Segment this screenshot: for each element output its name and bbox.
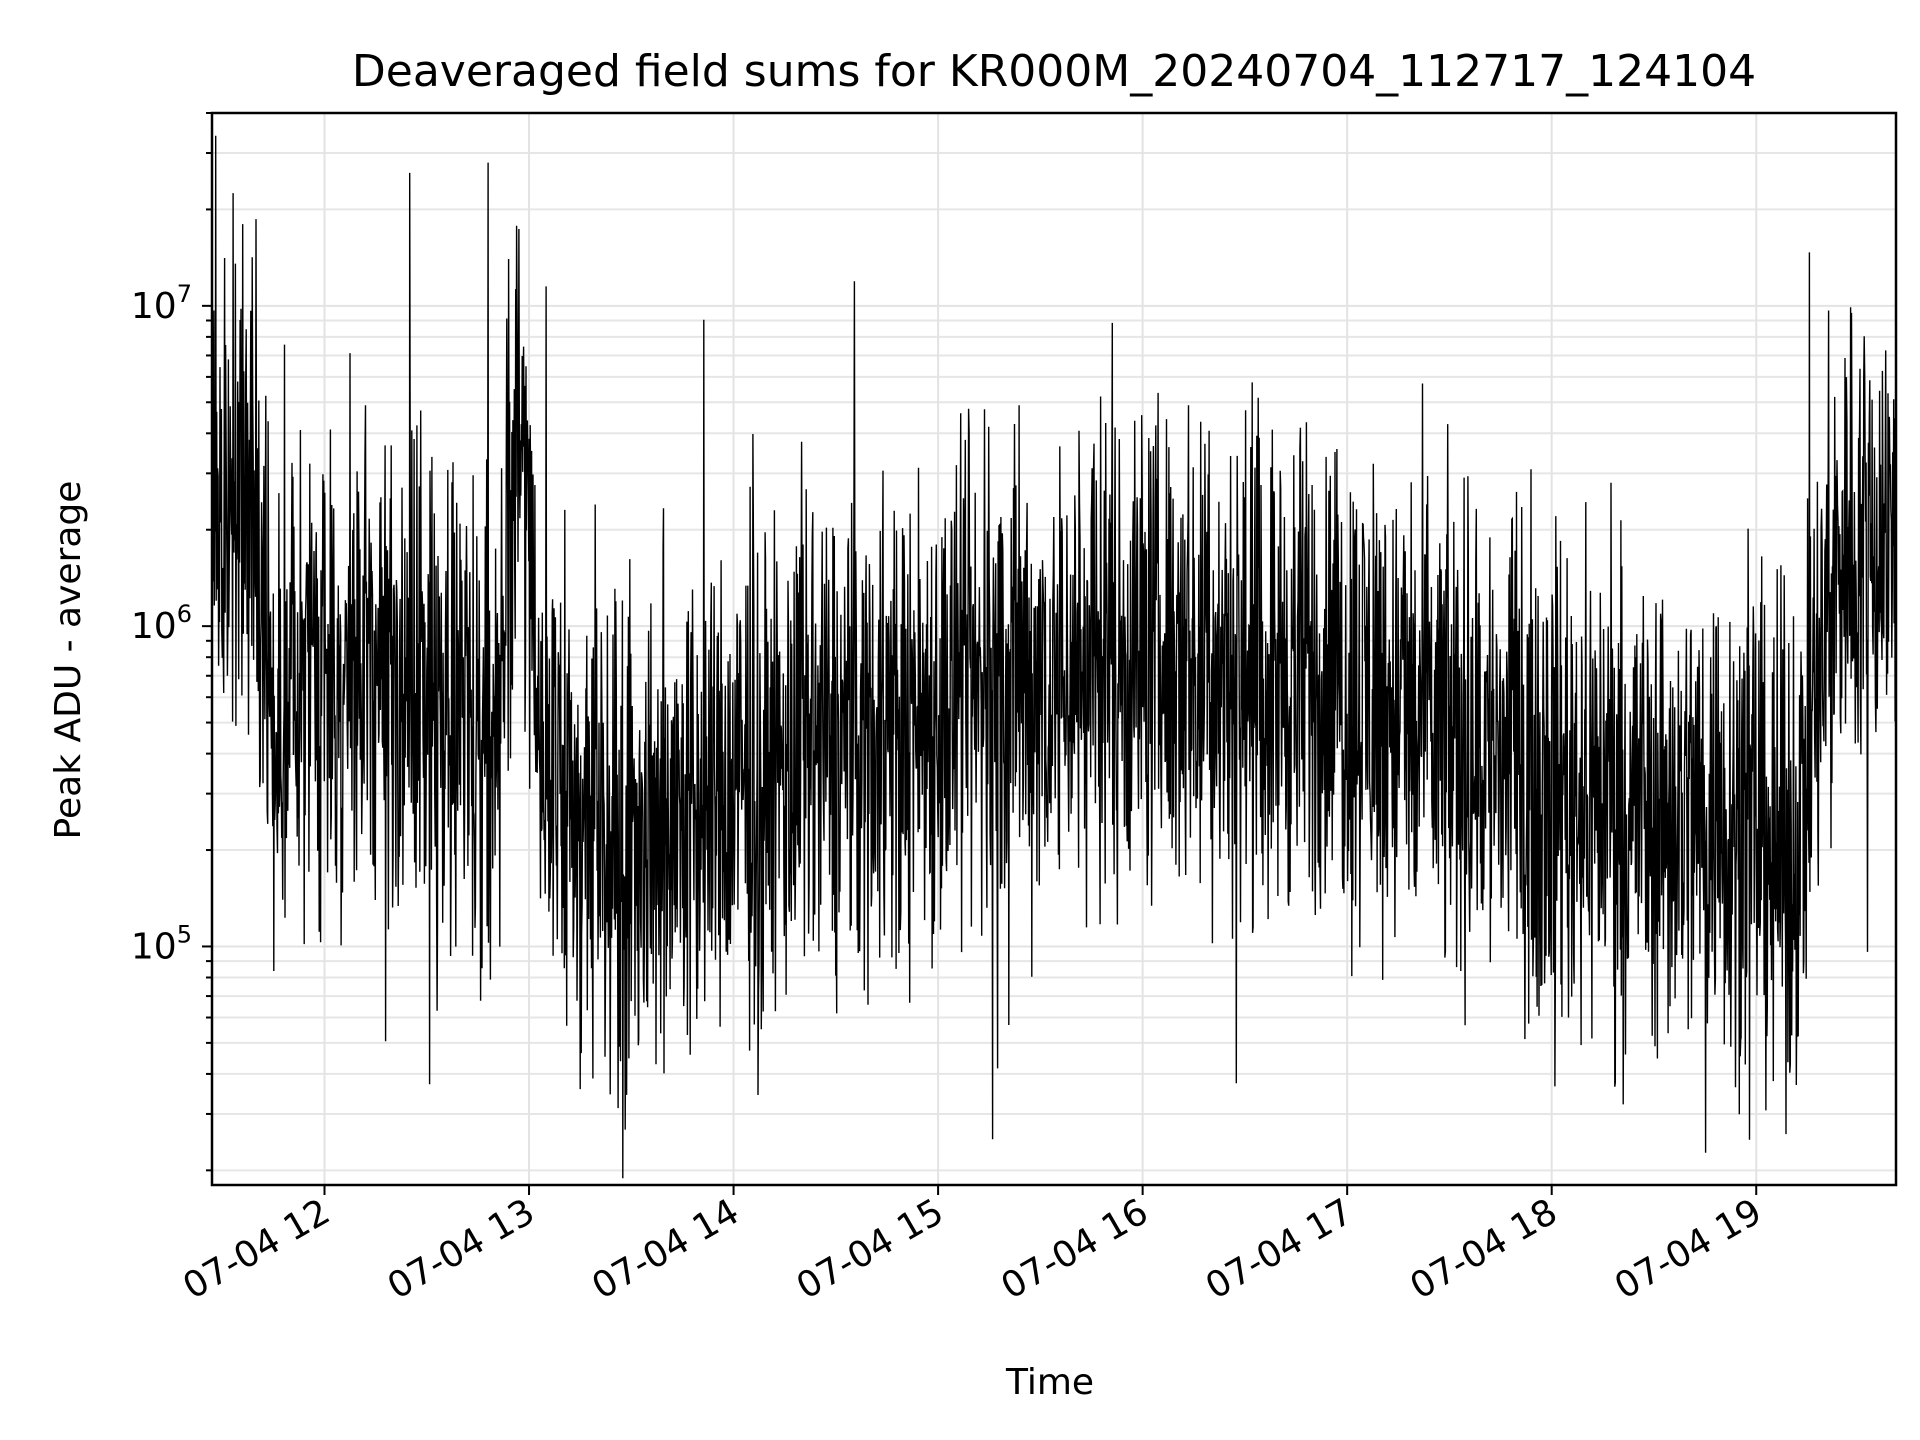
x-tick-label: 07-04 14 bbox=[585, 1191, 746, 1307]
y-tick-label: 105 bbox=[131, 920, 192, 967]
y-axis-label: Peak ADU - average bbox=[48, 481, 89, 840]
series-line bbox=[211, 135, 1897, 1179]
y-tick-label: 107 bbox=[131, 280, 192, 327]
x-axis-label: Time bbox=[1005, 1362, 1094, 1403]
x-tick-label: 07-04 15 bbox=[790, 1191, 951, 1307]
x-tick-label: 07-04 18 bbox=[1404, 1191, 1565, 1307]
series-layer bbox=[211, 135, 1897, 1179]
plot-frame bbox=[210, 111, 1898, 1187]
x-tick-label: 07-04 17 bbox=[1199, 1191, 1360, 1307]
x-tick-label: 07-04 19 bbox=[1608, 1191, 1769, 1307]
x-axis: 07-04 12 07-04 13 07-04 14 07-04 15 07-04 16… bbox=[176, 1185, 1769, 1308]
chart-title: Deaveraged field sums for KR000M_2024070… bbox=[352, 46, 1756, 97]
y-tick-label: 106 bbox=[131, 600, 192, 647]
x-tick-label: 07-04 13 bbox=[381, 1191, 542, 1307]
x-tick-label: 07-04 16 bbox=[994, 1191, 1155, 1307]
x-tick-label: 07-04 12 bbox=[176, 1191, 337, 1307]
y-axis: 105 106 107 bbox=[131, 112, 212, 1172]
